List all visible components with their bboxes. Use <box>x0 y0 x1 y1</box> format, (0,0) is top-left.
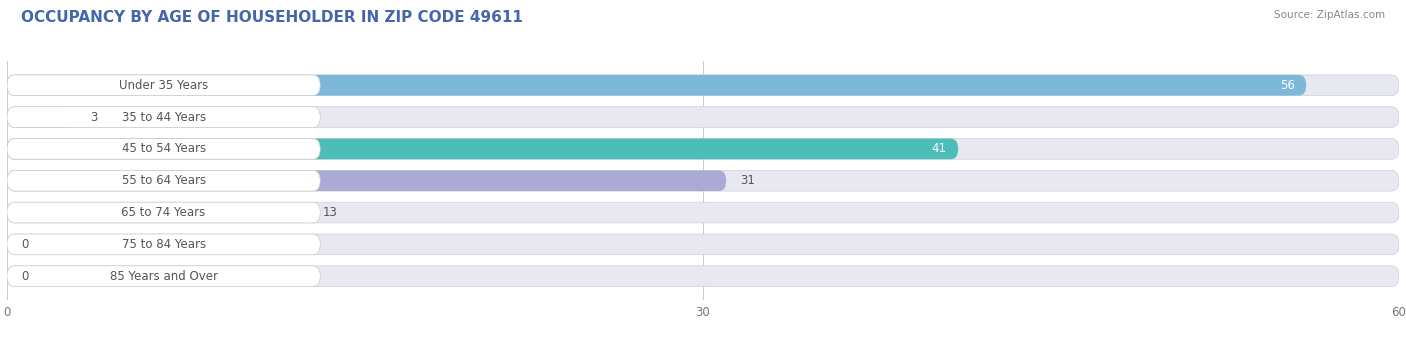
FancyBboxPatch shape <box>7 234 321 255</box>
FancyBboxPatch shape <box>7 107 77 128</box>
FancyBboxPatch shape <box>7 138 321 159</box>
FancyBboxPatch shape <box>7 202 309 223</box>
Text: 3: 3 <box>90 110 98 123</box>
Text: 65 to 74 Years: 65 to 74 Years <box>121 206 205 219</box>
FancyBboxPatch shape <box>7 266 321 286</box>
FancyBboxPatch shape <box>7 170 727 191</box>
FancyBboxPatch shape <box>7 75 1306 95</box>
FancyBboxPatch shape <box>7 170 321 191</box>
FancyBboxPatch shape <box>7 266 1399 286</box>
FancyBboxPatch shape <box>7 138 959 159</box>
Text: Under 35 Years: Under 35 Years <box>120 79 208 92</box>
FancyBboxPatch shape <box>7 202 1399 223</box>
Text: 13: 13 <box>322 206 337 219</box>
FancyBboxPatch shape <box>7 202 321 223</box>
Text: 55 to 64 Years: 55 to 64 Years <box>121 174 205 187</box>
Text: 0: 0 <box>21 270 28 283</box>
FancyBboxPatch shape <box>7 170 1399 191</box>
Text: 35 to 44 Years: 35 to 44 Years <box>121 110 205 123</box>
FancyBboxPatch shape <box>7 107 1399 128</box>
Text: 56: 56 <box>1279 79 1295 92</box>
FancyBboxPatch shape <box>7 75 1399 95</box>
Text: 45 to 54 Years: 45 to 54 Years <box>121 143 205 155</box>
Text: 0: 0 <box>21 238 28 251</box>
Text: Source: ZipAtlas.com: Source: ZipAtlas.com <box>1274 10 1385 20</box>
FancyBboxPatch shape <box>7 234 1399 255</box>
FancyBboxPatch shape <box>7 75 321 95</box>
Text: 85 Years and Over: 85 Years and Over <box>110 270 218 283</box>
Text: OCCUPANCY BY AGE OF HOUSEHOLDER IN ZIP CODE 49611: OCCUPANCY BY AGE OF HOUSEHOLDER IN ZIP C… <box>21 10 523 25</box>
Text: 41: 41 <box>932 143 946 155</box>
Text: 75 to 84 Years: 75 to 84 Years <box>121 238 205 251</box>
FancyBboxPatch shape <box>7 107 321 128</box>
FancyBboxPatch shape <box>7 138 1399 159</box>
Text: 31: 31 <box>740 174 755 187</box>
